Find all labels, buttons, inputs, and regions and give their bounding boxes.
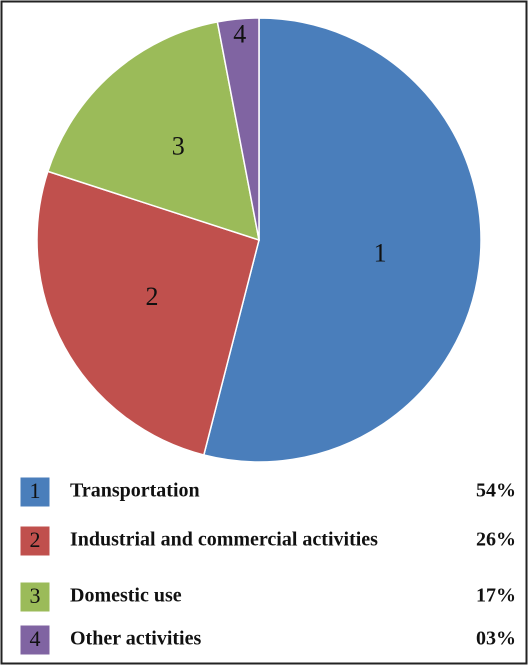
legend-label: Domestic use	[70, 585, 182, 607]
slice-label: 1	[374, 238, 387, 267]
legend-value: 26%	[476, 529, 516, 551]
legend-label: Transportation	[70, 480, 200, 502]
pie-slice	[202, 17, 482, 463]
legend-swatch	[19, 581, 51, 613]
legend-number: 1	[30, 478, 41, 503]
slice-label: 4	[233, 20, 246, 49]
legend-label: Other activities	[70, 628, 201, 650]
legend-label: Industrial and commercial activities	[70, 529, 378, 551]
legend-value: 54%	[476, 480, 516, 502]
legend-swatch	[19, 476, 51, 508]
pie-slice	[36, 170, 260, 456]
legend-number: 4	[30, 626, 41, 651]
slice-label: 2	[146, 282, 159, 311]
legend-number: 3	[30, 583, 41, 608]
pie-slice	[216, 17, 260, 241]
slice-label: 3	[172, 131, 185, 160]
legend-number: 2	[30, 527, 41, 552]
legend-value: 03%	[476, 628, 516, 650]
legend-swatch	[19, 525, 51, 557]
legend-swatch	[19, 624, 51, 656]
legend-value: 17%	[476, 585, 516, 607]
pie-slice	[46, 21, 260, 242]
